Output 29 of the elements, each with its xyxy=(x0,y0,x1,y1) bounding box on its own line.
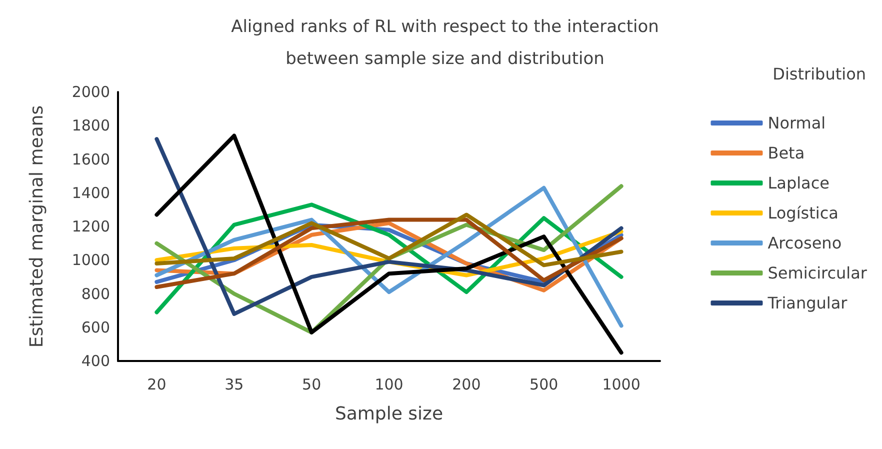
chart-title: Aligned ranks of RL with respect to the interaction between sample size and distribution xyxy=(231,17,659,69)
y-tick-label: 400 xyxy=(81,352,110,370)
y-tick-label: 1000 xyxy=(72,251,110,270)
legend-label: Normal xyxy=(768,114,826,132)
x-tick-label: 200 xyxy=(452,376,481,394)
legend-label: Semicircular xyxy=(768,264,868,282)
y-tick-label: 800 xyxy=(81,284,110,303)
line-series xyxy=(154,134,624,355)
y-tick-label: 600 xyxy=(81,318,110,336)
legend-label: Beta xyxy=(768,144,805,162)
legend-label: Logística xyxy=(768,204,838,222)
x-axis-title: Sample size xyxy=(334,404,444,424)
legend-label: Laplace xyxy=(768,174,830,192)
y-tick-label: 1800 xyxy=(72,116,110,135)
y-axis-title: Estimated marginal means xyxy=(26,105,48,348)
y-tick-label: 1200 xyxy=(72,218,110,236)
x-tick-label: 35 xyxy=(224,376,244,394)
x-tick-label: 500 xyxy=(530,376,558,394)
line-series xyxy=(154,212,624,268)
legend-title: Distribution xyxy=(772,64,866,84)
x-tick-label: 100 xyxy=(374,376,404,394)
x-tick-label: 20 xyxy=(147,376,166,394)
y-tick-label: 2000 xyxy=(72,83,110,101)
x-tick-label: 50 xyxy=(302,376,322,394)
y-tick-label: 1400 xyxy=(72,184,110,202)
x-tick-label: 1000 xyxy=(602,376,640,394)
y-tick-label: 1600 xyxy=(72,150,110,168)
legend-label: Arcoseno xyxy=(768,234,842,252)
legend-label: Triangular xyxy=(766,294,848,312)
